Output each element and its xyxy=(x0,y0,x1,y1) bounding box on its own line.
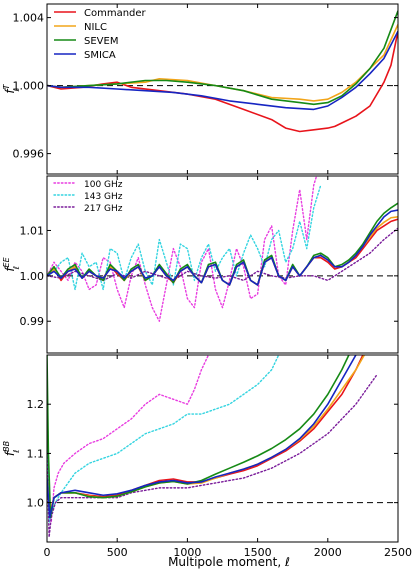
series-smica-line xyxy=(47,355,357,519)
y-tick-label: 1.1 xyxy=(27,447,45,460)
x-axis-title: Multipole moment, ℓ xyxy=(168,555,290,569)
series-143-ghz-line xyxy=(47,184,322,291)
panel-bb: 1.0 1.1 1.2 fBBℓ 0 500 1000 1500 2000 2500 xyxy=(2,354,412,559)
series-100-ghz-line xyxy=(47,176,318,322)
panel-temperature: 0.996 1.000 1.004 fTℓ Commander NILC SEVEM SMIC… xyxy=(2,3,399,175)
x-tick-label: 2000 xyxy=(314,546,342,559)
plot-frame xyxy=(46,175,399,354)
series-217-ghz-line xyxy=(47,227,398,282)
y-tick-label: 1.000 xyxy=(13,80,45,93)
legend-label-commander: Commander xyxy=(84,8,147,19)
series-217-ghz-line xyxy=(47,373,378,538)
y-axis-title: fEEℓ xyxy=(2,256,21,271)
y-tick-label: 0.996 xyxy=(13,148,45,161)
panel-ee: 0.99 1.00 1.01 fEEℓ 100 GHz 143 GHz 217 GHz xyxy=(2,175,399,354)
series-commander-line xyxy=(47,31,398,133)
x-tick-label: 2500 xyxy=(384,546,412,559)
legend-label-100-ghz: 100 GHz xyxy=(84,180,123,190)
x-tick-label: 500 xyxy=(107,546,128,559)
x-tick-label: 1500 xyxy=(244,546,272,559)
plot-frame xyxy=(46,354,399,543)
y-tick-label: 1.004 xyxy=(13,12,45,25)
y-tick-label: 1.00 xyxy=(20,270,45,283)
series-nilc-line xyxy=(47,355,365,514)
legend-label-nilc: NILC xyxy=(84,22,107,33)
legend-label-143-ghz: 143 GHz xyxy=(84,192,123,202)
legend-label-smica: SMICA xyxy=(84,50,116,61)
y-tick-label: 1.01 xyxy=(20,224,45,237)
series-smica-line xyxy=(47,209,398,286)
y-axis-title: fBBℓ xyxy=(2,441,21,456)
series-sevem-line xyxy=(47,202,398,286)
series-smica-line xyxy=(47,30,398,111)
series-100-ghz-line xyxy=(47,355,210,524)
x-tick-label: 1000 xyxy=(173,546,201,559)
series-143-ghz-line xyxy=(47,355,280,524)
plot-frame xyxy=(46,3,399,175)
series-sevem-line xyxy=(47,10,398,106)
series-commander-line xyxy=(47,355,364,514)
y-tick-label: 0.99 xyxy=(20,315,45,328)
y-axis-title: fTℓ xyxy=(2,83,21,93)
legend-label-217-ghz: 217 GHz xyxy=(84,204,123,214)
y-tick-label: 1.2 xyxy=(27,398,45,411)
legend-label-sevem: SEVEM xyxy=(84,36,118,47)
y-tick-label: 1.0 xyxy=(27,497,45,510)
x-tick-label: 0 xyxy=(44,546,51,559)
